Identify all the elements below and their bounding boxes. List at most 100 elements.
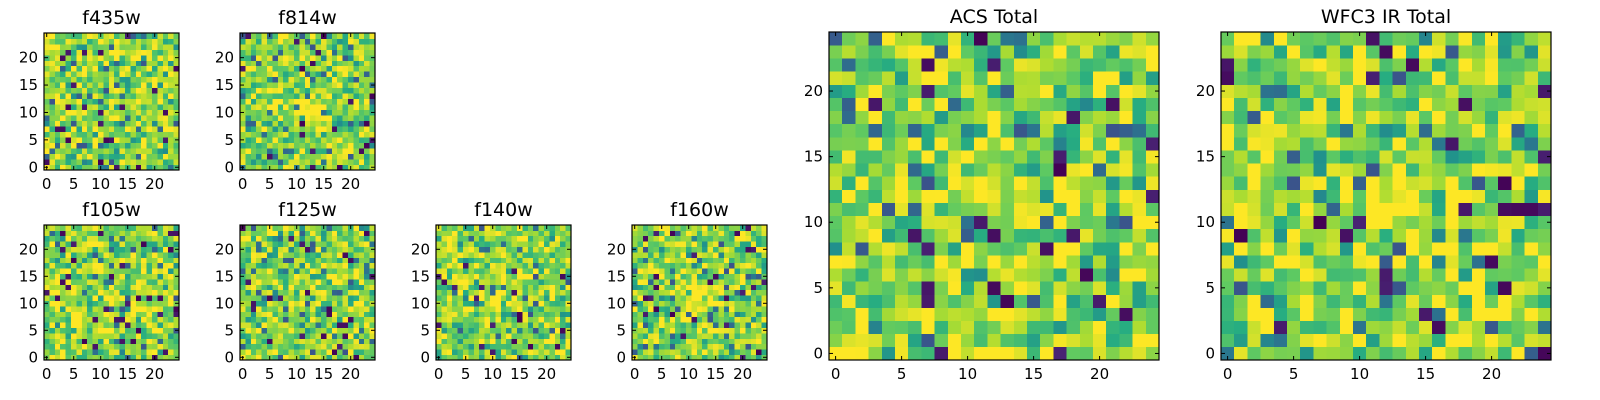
heatmap-cell	[961, 268, 975, 282]
heatmap-cell	[125, 235, 131, 242]
heatmap-cell	[560, 235, 566, 242]
heatmap-cell	[734, 284, 741, 291]
heatmap-cell	[642, 241, 649, 247]
heatmap-cell	[81, 316, 88, 323]
heatmap-cell	[288, 120, 295, 127]
heatmap-cell	[108, 38, 115, 45]
heatmap-cell	[294, 268, 300, 274]
heatmap-cell	[130, 306, 137, 312]
heatmap-cell	[750, 354, 757, 361]
heatmap-cell	[162, 142, 169, 149]
heatmap-cell	[441, 273, 448, 280]
heatmap-cell	[49, 120, 56, 127]
heatmap-cell	[294, 98, 300, 105]
heatmap-cell	[54, 322, 61, 328]
heatmap-cell	[315, 225, 322, 231]
heatmap-cell	[173, 306, 180, 312]
heatmap-cell	[146, 159, 153, 165]
x-tick-label: 0	[42, 365, 52, 383]
heatmap-cell	[157, 148, 164, 154]
heatmap-cell	[250, 71, 257, 78]
heatmap-cell	[272, 349, 279, 355]
heatmap-cell	[669, 225, 676, 231]
heatmap-cell	[895, 241, 909, 256]
heatmap-cell	[842, 58, 856, 72]
heatmap-cell	[267, 306, 273, 312]
heatmap-cell	[457, 300, 464, 307]
heatmap-cell	[1040, 215, 1054, 230]
heatmap-cell	[299, 257, 306, 264]
heatmap-cell	[256, 311, 262, 318]
heatmap-cell	[1106, 228, 1120, 243]
heatmap-cell	[729, 252, 735, 258]
heatmap-cell	[321, 284, 327, 291]
heatmap-cell	[162, 316, 169, 323]
heatmap-cell	[436, 262, 442, 269]
heatmap-cell	[1145, 84, 1160, 98]
heatmap-cell	[632, 257, 638, 264]
heatmap-cell	[267, 76, 273, 83]
heatmap-cell	[1013, 110, 1028, 125]
heatmap-cell	[895, 346, 909, 361]
heatmap-cell	[250, 126, 257, 132]
heatmap-cell	[1419, 228, 1433, 243]
heatmap-cell	[141, 120, 147, 127]
y-tick-label: 20	[19, 240, 38, 258]
heatmap-cell	[141, 295, 147, 301]
heatmap-cell	[358, 49, 365, 56]
heatmap-cell	[734, 306, 741, 312]
heatmap-cell	[1106, 123, 1120, 138]
heatmap-cell	[157, 268, 164, 274]
heatmap-cell	[119, 246, 126, 253]
heatmap-cell	[1366, 176, 1380, 190]
heatmap-cell	[245, 311, 252, 318]
heatmap-cell	[49, 279, 56, 285]
heatmap-cell	[446, 338, 453, 345]
heatmap-cell	[1432, 294, 1446, 308]
heatmap-cell	[98, 246, 104, 253]
heatmap-cell	[119, 327, 126, 334]
heatmap-cell	[272, 343, 279, 350]
heatmap-cell	[560, 349, 566, 355]
heatmap-cell	[511, 257, 518, 264]
heatmap-cell	[288, 284, 295, 291]
heatmap-cell	[162, 93, 169, 100]
heatmap-cell	[81, 153, 88, 160]
heatmap-cell	[1353, 202, 1367, 217]
heatmap-cell	[1339, 163, 1354, 177]
heatmap-cell	[337, 65, 343, 72]
heatmap-cell	[358, 284, 365, 291]
heatmap-cell	[947, 189, 962, 203]
heatmap-cell	[135, 295, 142, 301]
heatmap-cell	[750, 343, 757, 350]
heatmap-cell	[544, 295, 550, 301]
heatmap-cell	[1471, 333, 1486, 348]
heatmap-cell	[256, 65, 262, 72]
heatmap-cell	[103, 268, 110, 274]
heatmap-cell	[267, 137, 273, 143]
heatmap-cell	[315, 257, 322, 264]
heatmap-cell	[974, 163, 988, 177]
heatmap-cell	[544, 311, 550, 318]
heatmap-cell	[348, 104, 354, 111]
heatmap-cell	[506, 322, 512, 328]
heatmap-cell	[533, 241, 539, 247]
heatmap-cell	[331, 322, 338, 328]
heatmap-cell	[146, 54, 153, 61]
heatmap-cell	[463, 343, 469, 350]
heatmap-cell	[267, 109, 273, 116]
heatmap-cell	[707, 311, 714, 318]
heatmap-cell	[544, 252, 550, 258]
heatmap-cell	[92, 311, 99, 318]
heatmap-cell	[511, 295, 518, 301]
heatmap-cell	[49, 354, 56, 361]
heatmap-cell	[54, 252, 61, 258]
heatmap-cell	[1027, 97, 1041, 112]
heatmap-cell	[1498, 268, 1512, 282]
heatmap-cell	[527, 268, 534, 274]
heatmap-cell	[740, 246, 746, 253]
heatmap-cell	[495, 273, 502, 280]
heatmap-cell	[1537, 294, 1552, 308]
